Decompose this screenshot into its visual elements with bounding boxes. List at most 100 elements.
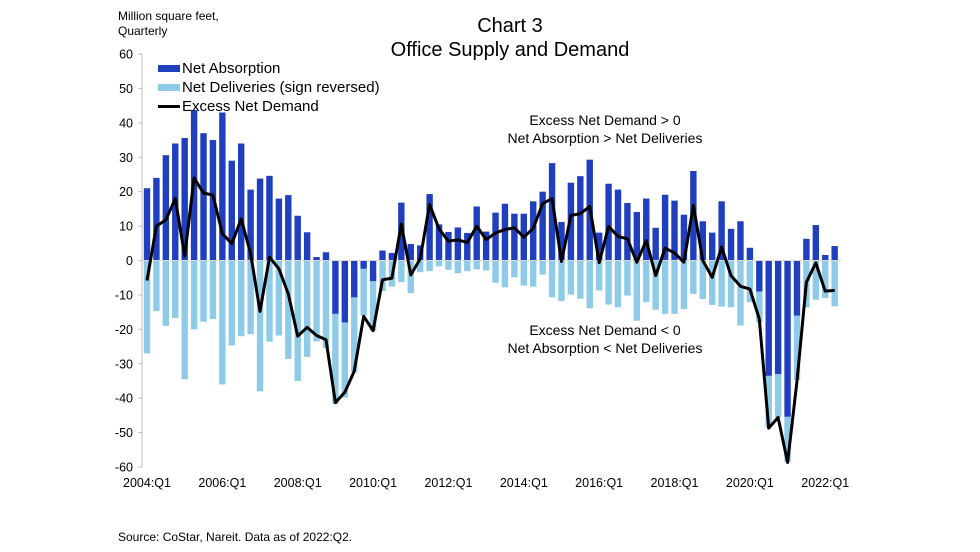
bar-net-absorption bbox=[407, 243, 414, 261]
bar-net-absorption bbox=[652, 227, 659, 261]
unit-label-line-1: Million square feet, bbox=[118, 9, 219, 23]
bar-net-deliveries bbox=[548, 260, 556, 298]
legend: Net Absorption Net Deliveries (sign reve… bbox=[158, 59, 380, 116]
bar-net-absorption bbox=[492, 212, 499, 261]
bar-net-deliveries bbox=[341, 322, 349, 398]
bar-net-absorption bbox=[548, 163, 556, 261]
bar-net-absorption bbox=[643, 198, 650, 261]
legend-item-net-absorption: Net Absorption bbox=[158, 59, 380, 78]
bar-net-deliveries bbox=[784, 416, 791, 462]
y-tick-label: -40 bbox=[115, 392, 133, 406]
annotation-negative: Excess Net Demand < 0 Net Absorption < N… bbox=[450, 321, 760, 357]
legend-item-net-deliveries: Net Deliveries (sign reversed) bbox=[158, 78, 380, 97]
bar-net-deliveries bbox=[756, 291, 763, 323]
bar-net-absorption bbox=[784, 260, 791, 417]
bar-net-deliveries bbox=[624, 260, 631, 296]
bar-net-absorption bbox=[369, 260, 377, 282]
bar-net-deliveries bbox=[228, 260, 235, 346]
y-tick-label: -10 bbox=[115, 288, 133, 302]
bar-net-deliveries bbox=[492, 260, 499, 283]
bar-net-deliveries bbox=[398, 260, 405, 283]
bar-net-absorption bbox=[558, 221, 565, 261]
bar-net-absorption bbox=[746, 247, 754, 261]
bar-net-absorption bbox=[181, 137, 188, 261]
bar-net-absorption bbox=[793, 260, 801, 316]
bar-net-deliveries bbox=[652, 260, 659, 310]
bar-net-absorption bbox=[690, 171, 697, 261]
chart-subtitle: Office Supply and Demand bbox=[390, 39, 630, 61]
bar-net-absorption bbox=[614, 189, 622, 261]
chart-title: Chart 3 bbox=[477, 15, 543, 37]
bar-net-deliveries bbox=[379, 260, 386, 292]
y-tick-label: -30 bbox=[115, 357, 133, 371]
bar-net-deliveries bbox=[332, 313, 339, 405]
bar-net-deliveries bbox=[275, 260, 283, 336]
bar-net-deliveries bbox=[153, 260, 160, 312]
bar-net-absorption bbox=[454, 227, 462, 261]
bar-net-deliveries bbox=[718, 260, 725, 307]
y-tick-label: -20 bbox=[115, 323, 133, 337]
bar-net-absorption bbox=[822, 254, 829, 261]
annotation-positive: Excess Net Demand > 0 Net Absorption > N… bbox=[450, 111, 760, 147]
bar-net-deliveries bbox=[162, 260, 170, 326]
bar-net-deliveries bbox=[445, 260, 452, 270]
bar-net-deliveries bbox=[774, 374, 782, 418]
bar-net-deliveries bbox=[539, 260, 546, 275]
legend-item-excess-net-demand: Excess Net Demand bbox=[158, 97, 380, 116]
y-tick-label: 40 bbox=[119, 116, 133, 130]
bar-net-deliveries bbox=[190, 260, 198, 330]
bar-net-deliveries bbox=[238, 260, 245, 337]
bar-net-deliveries bbox=[511, 260, 518, 278]
annotation-negative-line-2: Net Absorption < Net Deliveries bbox=[507, 340, 703, 356]
annotation-positive-line-1: Excess Net Demand > 0 bbox=[529, 112, 681, 128]
bar-net-deliveries bbox=[181, 260, 188, 380]
bar-net-deliveries bbox=[303, 260, 311, 357]
bar-net-absorption bbox=[275, 198, 283, 261]
x-tick-label: 2018:Q1 bbox=[651, 476, 699, 490]
y-tick-label: 60 bbox=[119, 48, 133, 62]
bar-net-absorption bbox=[379, 250, 386, 261]
bar-net-absorption bbox=[595, 232, 603, 261]
bar-net-deliveries bbox=[464, 260, 471, 272]
y-tick-label: 10 bbox=[119, 220, 133, 234]
bar-net-deliveries bbox=[435, 260, 443, 267]
bar-net-deliveries bbox=[586, 260, 593, 309]
y-tick-label: 0 bbox=[126, 254, 133, 268]
bar-net-absorption bbox=[501, 203, 509, 261]
bar-net-deliveries bbox=[172, 260, 179, 318]
bar-net-absorption bbox=[765, 260, 772, 376]
bar-net-absorption bbox=[756, 260, 763, 292]
bar-net-absorption bbox=[341, 260, 349, 323]
bar-net-absorption bbox=[256, 178, 264, 261]
bar-net-deliveries bbox=[746, 260, 754, 303]
bar-net-deliveries bbox=[256, 260, 264, 392]
x-tick-label: 2012:Q1 bbox=[424, 476, 472, 490]
bar-net-deliveries bbox=[765, 375, 772, 428]
bar-net-deliveries bbox=[558, 260, 565, 302]
bar-net-deliveries bbox=[671, 260, 678, 314]
bar-net-absorption bbox=[605, 183, 612, 261]
x-tick-label: 2022:Q1 bbox=[801, 476, 849, 490]
bar-net-deliveries bbox=[351, 297, 358, 373]
bar-net-absorption bbox=[313, 257, 320, 261]
bar-net-deliveries bbox=[709, 260, 716, 305]
bar-net-absorption bbox=[285, 195, 292, 261]
bar-net-absorption bbox=[266, 175, 273, 261]
bar-net-absorption bbox=[426, 194, 433, 261]
bar-net-absorption bbox=[812, 225, 820, 261]
bar-net-deliveries bbox=[369, 281, 377, 331]
bar-net-absorption bbox=[162, 155, 170, 261]
bar-net-deliveries bbox=[643, 260, 650, 303]
legend-swatch-deliveries bbox=[158, 84, 180, 91]
bar-net-absorption bbox=[238, 143, 245, 261]
bar-net-deliveries bbox=[482, 260, 490, 271]
bar-net-absorption bbox=[360, 260, 367, 269]
y-axis-unit-label: Million square feet, Quarterly bbox=[118, 9, 219, 39]
chart-title-block: Chart 3 Office Supply and Demand bbox=[0, 14, 980, 62]
x-tick-label: 2020:Q1 bbox=[726, 476, 774, 490]
bar-net-deliveries bbox=[313, 260, 320, 342]
y-tick-label: 20 bbox=[119, 185, 133, 199]
bar-net-absorption bbox=[774, 260, 782, 375]
bar-net-deliveries bbox=[416, 260, 424, 273]
bar-net-absorption bbox=[294, 215, 301, 261]
